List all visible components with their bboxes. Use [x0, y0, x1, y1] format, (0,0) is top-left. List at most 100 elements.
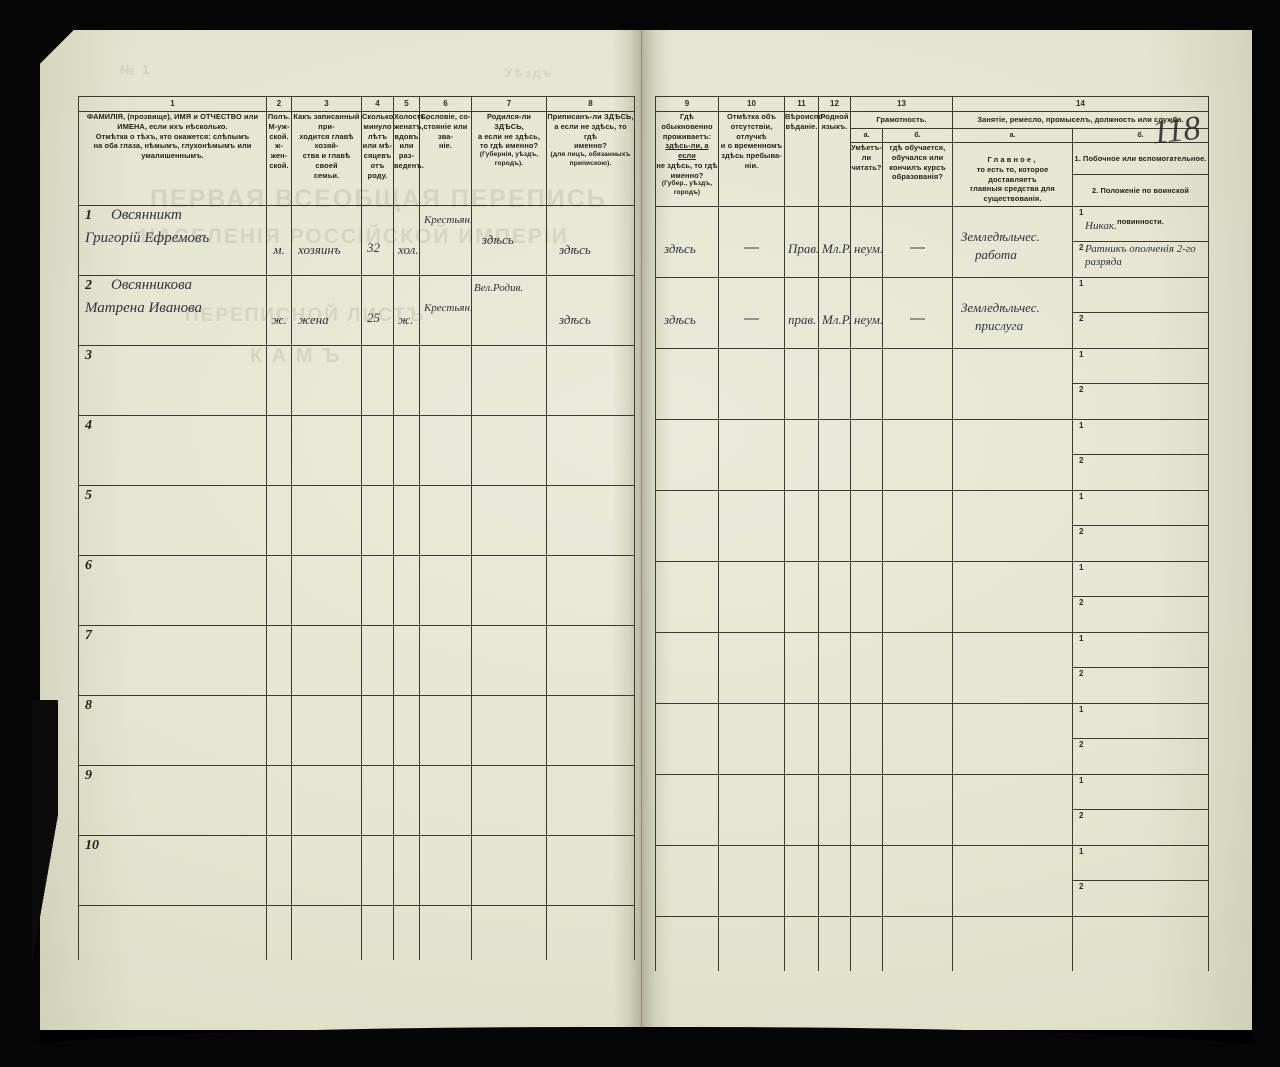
cell-name-col1[interactable]: 10: [78, 835, 267, 906]
cell-language-col12[interactable]: [818, 703, 851, 775]
table-row[interactable]: 4: [78, 415, 635, 486]
trailing-cell[interactable]: [655, 916, 719, 971]
cell-literacy-col13a[interactable]: неум.: [850, 206, 883, 278]
trailing-row-left[interactable]: [78, 905, 635, 960]
cell-main-occupation-col14a[interactable]: [952, 845, 1073, 917]
cell-education-col13b[interactable]: [882, 490, 953, 562]
cell-residence-col9[interactable]: здѣсь: [655, 206, 719, 278]
cell-sex-col2[interactable]: [266, 835, 292, 906]
cell-age-col4[interactable]: [361, 485, 394, 556]
cell-absence-col10[interactable]: —: [718, 206, 785, 278]
cell-main-occupation-col14a[interactable]: [952, 419, 1073, 491]
cell-estate-col6[interactable]: Крестьян.: [419, 205, 473, 276]
cell-registration-col8[interactable]: [546, 695, 635, 766]
subcell-military-status[interactable]: 2: [1073, 809, 1208, 845]
cell-education-col13b[interactable]: [882, 774, 953, 846]
cell-birthplace-col7[interactable]: [471, 555, 547, 626]
table-row[interactable]: 6: [78, 555, 635, 626]
table-row[interactable]: здѣсь — прав. Мл.Р. неум. — Земледѣльчес. присл…: [655, 277, 1209, 349]
cell-age-col4[interactable]: [361, 695, 394, 766]
trailing-cell[interactable]: [546, 905, 635, 960]
cell-birthplace-col7[interactable]: [471, 835, 547, 906]
subcell-side-occupation[interactable]: 1: [1073, 349, 1208, 383]
cell-age-col4[interactable]: [361, 555, 394, 626]
cell-absence-col10[interactable]: [718, 348, 785, 420]
cell-estate-col6[interactable]: [419, 695, 472, 766]
cell-name-col1[interactable]: 9: [78, 765, 267, 836]
cell-age-col4[interactable]: [361, 835, 394, 906]
cell-religion-col11[interactable]: [784, 703, 819, 775]
cell-registration-col8[interactable]: [546, 625, 635, 696]
cell-education-col13b[interactable]: —: [882, 277, 953, 349]
cell-birthplace-col7[interactable]: [471, 625, 547, 696]
cell-religion-col11[interactable]: [784, 490, 819, 562]
cell-age-col4[interactable]: [361, 765, 394, 836]
cell-relation-col3[interactable]: [291, 695, 362, 766]
trailing-cell[interactable]: [393, 905, 420, 960]
cell-name-col1[interactable]: 8: [78, 695, 267, 766]
cell-birthplace-col7[interactable]: [471, 485, 547, 556]
cell-main-occupation-col14a[interactable]: [952, 703, 1073, 775]
cell-literacy-col13a[interactable]: [850, 490, 883, 562]
cell-sex-col2[interactable]: [266, 555, 292, 626]
cell-registration-col8[interactable]: здѣсь: [546, 275, 635, 346]
cell-relation-col3[interactable]: жена: [291, 275, 362, 346]
cell-religion-col11[interactable]: [784, 632, 819, 704]
cell-name-col1[interactable]: 4: [78, 415, 267, 486]
subcell-side-occupation[interactable]: 1: [1073, 278, 1208, 312]
cell-name-col1[interactable]: 2 Овсянникова Матрена Иванова: [78, 275, 267, 346]
cell-marital-col5[interactable]: [393, 555, 420, 626]
trailing-cell[interactable]: [419, 905, 472, 960]
subcell-military-status[interactable]: 2: [1073, 667, 1208, 703]
cell-age-col4[interactable]: 32: [361, 205, 394, 276]
cell-estate-col6[interactable]: [419, 485, 472, 556]
cell-name-col1[interactable]: 5: [78, 485, 267, 556]
cell-sex-col2[interactable]: [266, 695, 292, 766]
cell-education-col13b[interactable]: —: [882, 206, 953, 278]
subcell-side-occupation[interactable]: 1: [1073, 704, 1208, 738]
cell-relation-col3[interactable]: [291, 485, 362, 556]
cell-registration-col8[interactable]: [546, 415, 635, 486]
cell-registration-col8[interactable]: [546, 485, 635, 556]
cell-language-col12[interactable]: Мл.Р.: [818, 277, 852, 349]
cell-language-col12[interactable]: [818, 419, 851, 491]
cell-education-col13b[interactable]: [882, 703, 953, 775]
cell-relation-col3[interactable]: хозяинъ: [291, 205, 362, 276]
table-row[interactable]: 9: [78, 765, 635, 836]
trailing-cell[interactable]: [361, 905, 394, 960]
cell-sex-col2[interactable]: м.: [266, 205, 292, 276]
cell-birthplace-col7[interactable]: [471, 345, 547, 416]
cell-religion-col11[interactable]: [784, 774, 819, 846]
trailing-cell[interactable]: [818, 916, 851, 971]
cell-birthplace-col7[interactable]: здѣсь: [471, 205, 547, 276]
subcell-side-occupation[interactable]: 1 Никак.: [1073, 207, 1208, 241]
cell-main-occupation-col14a[interactable]: Земледѣльчес. прислуга: [952, 277, 1073, 349]
trailing-cell[interactable]: [850, 916, 883, 971]
cell-literacy-col13a[interactable]: [850, 632, 883, 704]
cell-estate-col6[interactable]: [419, 835, 472, 906]
cell-side-occupation-col14b[interactable]: 1 Никак. 2 Ратникъ ополченія 2-го разряда: [1072, 206, 1209, 278]
table-row[interactable]: 1 Овсянникт Григорій Ефремовъ м. хозяинъ 32 хо…: [78, 205, 635, 276]
cell-marital-col5[interactable]: [393, 695, 420, 766]
cell-age-col4[interactable]: [361, 345, 394, 416]
cell-language-col12[interactable]: [818, 632, 851, 704]
cell-age-col4[interactable]: [361, 415, 394, 486]
cell-estate-col6[interactable]: [419, 415, 472, 486]
cell-sex-col2[interactable]: [266, 415, 292, 486]
cell-sex-col2[interactable]: [266, 345, 292, 416]
cell-residence-col9[interactable]: [655, 561, 719, 633]
trailing-cell[interactable]: [78, 905, 267, 960]
cell-main-occupation-col14a[interactable]: Земледѣльчес. работа: [952, 206, 1073, 278]
cell-religion-col11[interactable]: Прав.: [784, 206, 819, 278]
cell-religion-col11[interactable]: прав.: [784, 277, 819, 349]
cell-name-col1[interactable]: 1 Овсянникт Григорій Ефремовъ: [78, 205, 267, 276]
cell-literacy-col13a[interactable]: [850, 845, 883, 917]
cell-literacy-col13a[interactable]: [850, 348, 883, 420]
